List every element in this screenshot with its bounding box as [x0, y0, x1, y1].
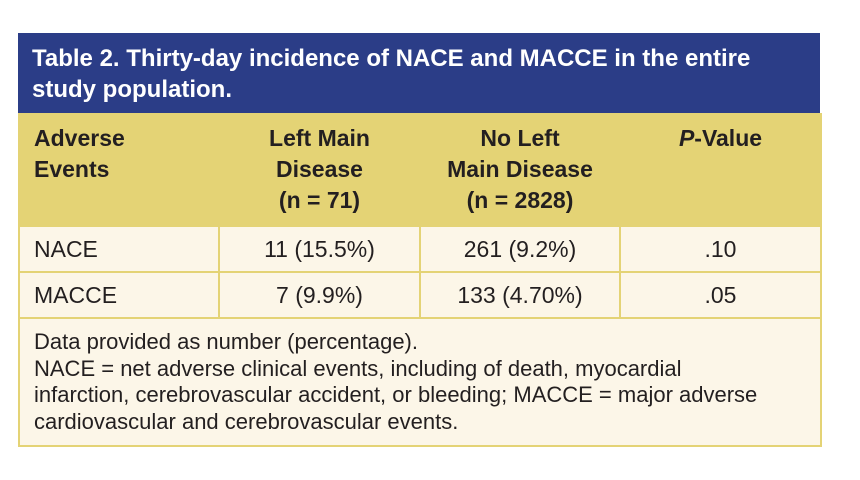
header-line: (n = 71): [278, 187, 361, 213]
data-table: Adverse Events Left Main Disease (n = 71…: [18, 113, 822, 447]
cell-event: MACCE: [18, 271, 220, 319]
header-no-left-main: No Left Main Disease (n = 2828): [419, 113, 621, 227]
cell-no-left-main: 261 (9.2%): [419, 225, 621, 273]
header-line: Main Disease: [447, 156, 593, 182]
header-p-rest: -Value: [694, 125, 763, 151]
header-line: Events: [34, 156, 110, 182]
cell-left-main: 11 (15.5%): [218, 225, 421, 273]
cell-no-left-main: 133 (4.70%): [419, 271, 621, 319]
cell-event: NACE: [18, 225, 220, 273]
table-row: MACCE 7 (9.9%) 133 (4.70%) .05: [18, 271, 822, 319]
header-row: Adverse Events Left Main Disease (n = 71…: [18, 113, 822, 227]
footnote: Data provided as number (percentage). NA…: [18, 317, 822, 447]
footnote-row: Data provided as number (percentage). NA…: [18, 317, 822, 447]
header-left-main: Left Main Disease (n = 71): [218, 113, 421, 227]
header-line: Left Main: [269, 125, 370, 151]
header-line: Disease: [276, 156, 363, 182]
cell-left-main: 7 (9.9%): [218, 271, 421, 319]
footnote-line: Data provided as number (percentage).: [34, 329, 418, 354]
cell-p-value: .10: [619, 225, 822, 273]
table-title: Table 2. Thirty-day incidence of NACE an…: [18, 33, 820, 113]
table-row: NACE 11 (15.5%) 261 (9.2%) .10: [18, 225, 822, 273]
header-line: No Left: [480, 125, 560, 151]
header-p-italic: P: [678, 125, 695, 151]
header-line: Adverse: [34, 125, 125, 151]
table-2: Table 2. Thirty-day incidence of NACE an…: [18, 33, 822, 447]
header-adverse-events: Adverse Events: [18, 113, 220, 227]
header-line: (n = 2828): [466, 187, 574, 213]
cell-p-value: .05: [619, 271, 822, 319]
footnote-abbreviations: NACE = net adverse clinical events, incl…: [34, 355, 758, 434]
header-p-value: P-Value: [619, 113, 822, 227]
